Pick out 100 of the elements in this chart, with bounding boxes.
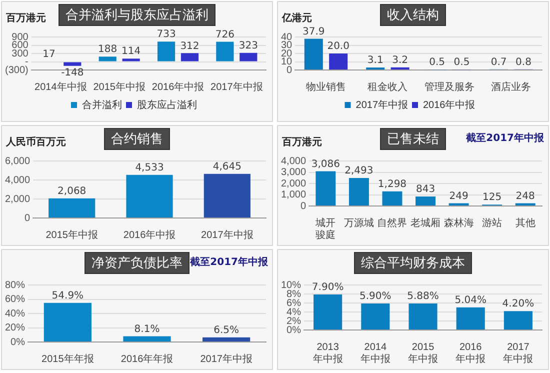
bar <box>408 304 438 330</box>
bar <box>98 56 116 62</box>
y-tick-label: 20% <box>5 322 26 334</box>
x-tick-label: 万源城 <box>344 216 374 229</box>
data-label: 4.20% <box>502 298 534 310</box>
x-tick-label: 2016年中报 <box>152 80 204 93</box>
bar <box>416 196 436 206</box>
y-tick-label: 2,000 <box>280 178 306 190</box>
bar <box>122 58 140 62</box>
y-tick-label: 4,000 <box>4 174 30 186</box>
y-tick-label: 10% <box>281 280 302 291</box>
x-tick-label: 管理及服务 <box>424 80 474 93</box>
data-label: 1,298 <box>378 178 407 190</box>
y-tick-label: 60% <box>5 294 26 305</box>
bar <box>44 302 92 342</box>
y-tick-label: 30 <box>281 40 293 51</box>
chart-title: 收入结构 <box>380 4 446 26</box>
x-tick-label: 租金收入 <box>368 80 408 93</box>
x-tick-label: 老城厢 <box>410 216 441 229</box>
bar <box>123 336 171 342</box>
y-tick-label: 3,000 <box>280 167 306 178</box>
bar <box>48 198 96 218</box>
bar <box>382 191 402 206</box>
y-tick-label: - <box>25 56 28 68</box>
x-tick-label: 2017年中报 <box>200 352 252 365</box>
x-tick-label: 游站 <box>482 216 502 229</box>
y-tick-label: 6% <box>286 298 302 309</box>
data-label: 125 <box>482 192 502 204</box>
legend-label: 2017年中报 <box>356 98 408 111</box>
bar <box>456 307 485 330</box>
data-label: 249 <box>449 190 468 202</box>
bar <box>348 178 369 206</box>
data-label: 733 <box>156 29 176 40</box>
y-tick-label: 4,000 <box>280 156 306 167</box>
chart-title: 合约销售 <box>104 128 170 150</box>
x-tick-label: 2015年中报 <box>93 80 146 93</box>
bar <box>180 53 199 62</box>
data-label: 0.8 <box>516 56 532 68</box>
x-tick-label: 2015年年报 <box>42 352 94 365</box>
data-label: 20.0 <box>327 41 350 52</box>
x-tick-label: 城开骏庭 <box>314 216 336 241</box>
data-label: 4,645 <box>212 161 242 172</box>
chart-title: 综合平均财务成本 <box>354 252 472 274</box>
data-label: 323 <box>238 40 258 52</box>
y-axis-title: 亿港元 <box>282 12 312 25</box>
data-label: 0.5 <box>454 57 470 68</box>
y-tick-label: 2% <box>286 316 302 327</box>
x-tick-label: 2016年年报 <box>120 352 174 365</box>
data-label: 2,068 <box>58 186 86 197</box>
y-tick-label: 1,000 <box>280 190 306 200</box>
data-label: 6.5% <box>214 324 240 336</box>
data-label: 843 <box>416 184 436 196</box>
chart-title: 净资产负债比率 <box>84 252 190 274</box>
x-tick-label: 2016年中报 <box>123 228 176 241</box>
x-tick-label: 2014年中报 <box>34 80 87 93</box>
data-label: 0.5 <box>429 57 446 68</box>
data-label: 5.88% <box>407 291 439 302</box>
data-label: 5.04% <box>454 294 486 306</box>
legend-label: 合并溢利 <box>82 98 122 111</box>
y-tick-label: 4% <box>286 306 302 318</box>
y-tick-label: (300) <box>4 64 28 76</box>
bar <box>202 337 250 342</box>
y-tick-label: 2,000 <box>4 194 30 205</box>
y-tick-label: 8% <box>286 288 302 300</box>
data-label: 0.7 <box>490 57 507 68</box>
data-label: 3,086 <box>311 158 340 170</box>
y-tick-label: 0% <box>286 324 302 336</box>
data-label: 4,533 <box>135 162 164 174</box>
bar <box>361 303 390 330</box>
y-tick-label: 10 <box>281 56 293 68</box>
legend-label: 股东应占溢利 <box>137 98 197 111</box>
data-label: 114 <box>122 46 141 58</box>
y-tick-label: 600 <box>12 40 29 51</box>
bar <box>304 38 323 70</box>
x-tick-label: 2016年中报 <box>456 342 486 365</box>
y-axis-title: 人民币百万元 <box>6 136 66 149</box>
bar <box>157 42 176 62</box>
y-tick-label: 0% <box>10 336 26 348</box>
y-tick-label: 0 <box>24 212 30 224</box>
x-tick-label: 2017年中报 <box>503 342 534 365</box>
x-tick-label: 2017年中报 <box>210 80 263 93</box>
bar <box>314 294 342 330</box>
x-tick-label: 其他 <box>515 216 536 229</box>
chart-subtitle: 截至2017年中报 <box>466 132 544 145</box>
x-tick-label: 2015年中报 <box>46 228 98 241</box>
y-axis-title: 百万港元 <box>6 12 46 25</box>
x-tick-label: 酒店业务 <box>491 80 532 93</box>
data-label: 3.2 <box>392 54 408 66</box>
x-tick-label: 2015年中报 <box>408 342 438 365</box>
x-tick-label: 自然界 <box>377 216 408 229</box>
data-label: 7.90% <box>312 282 344 294</box>
bar <box>216 42 234 62</box>
chart-title: 已售未结 <box>380 128 446 150</box>
data-label: 726 <box>215 29 234 40</box>
data-label: 2,493 <box>344 166 374 177</box>
y-tick-label: 80% <box>5 280 26 291</box>
y-tick-label: 0 <box>286 64 293 76</box>
bar <box>329 54 348 70</box>
x-tick-label: 森林海 <box>444 216 474 229</box>
y-tick-label: 6,000 <box>4 156 30 167</box>
